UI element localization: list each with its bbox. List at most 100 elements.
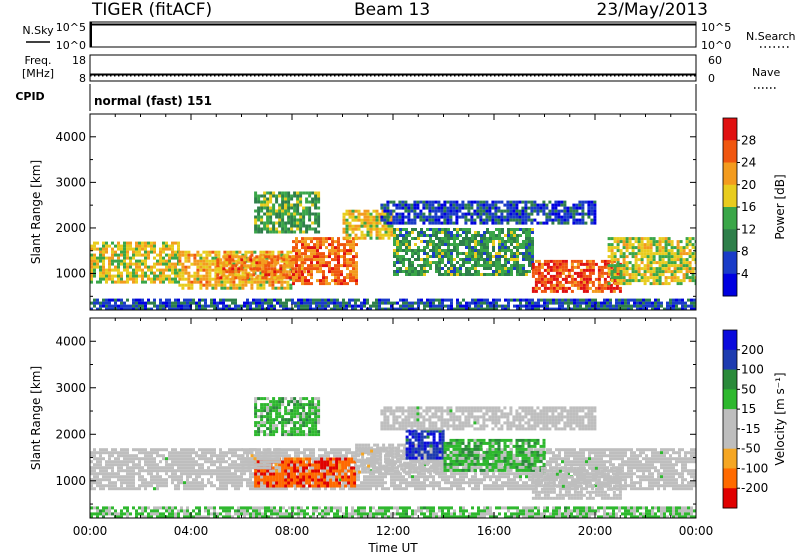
scatter-cell: [646, 252, 650, 256]
scatter-cell: [308, 212, 312, 216]
scatter-cell: [576, 259, 580, 263]
scatter-cell: [525, 246, 528, 249]
scatter-cell: [108, 265, 111, 269]
scatter-cell: [333, 478, 336, 482]
scatter-cell: [384, 230, 388, 234]
scatter-cell: [684, 301, 687, 305]
scatter-cell: [525, 273, 528, 276]
scatter-cell: [150, 265, 153, 269]
scatter-cell: [147, 250, 150, 254]
scatter-cell: [498, 261, 501, 264]
scatter-cell: [297, 472, 300, 476]
scatter-cell: [303, 448, 306, 452]
scatter-cell: [357, 218, 361, 222]
scatter-cell: [438, 228, 441, 231]
scatter-cell: [444, 270, 447, 273]
scatter-cell: [126, 265, 129, 269]
scatter-cell: [156, 472, 159, 476]
scatter-cell: [423, 234, 426, 237]
scatter-cell: [354, 209, 358, 213]
scatter-cell: [204, 469, 207, 473]
scatter-cell: [612, 286, 616, 290]
scatter-cell: [229, 286, 233, 290]
scatter-cell: [557, 221, 561, 225]
scatter-cell: [228, 270, 232, 274]
scatter-cell: [255, 276, 259, 280]
scatter-cell: [655, 282, 659, 286]
scatter-cell: [223, 250, 227, 254]
scatter-cell: [573, 271, 577, 275]
scatter-cell: [132, 277, 135, 281]
scatter-cell: [198, 469, 201, 473]
scatter-cell: [651, 301, 654, 305]
scatter-cell: [423, 267, 426, 270]
scatter-cell: [352, 279, 355, 283]
scatter-cell: [661, 240, 665, 244]
scatter-cell: [398, 203, 402, 207]
scatter-cell: [678, 307, 681, 310]
scatter-cell: [619, 267, 623, 271]
scatter-cell: [492, 270, 495, 273]
scatter-cell: [402, 261, 405, 264]
scatter-cell: [504, 249, 507, 252]
scatter-cell: [597, 265, 601, 269]
scatter-cell: [636, 304, 639, 308]
scatter-cell: [441, 267, 444, 270]
scatter-cell: [573, 280, 577, 284]
scatter-cell: [648, 298, 651, 302]
scatter-cell: [255, 304, 258, 308]
scatter-cell: [652, 255, 656, 259]
scatter-cell: [105, 466, 108, 470]
scatter-cell: [528, 258, 531, 261]
scatter-cell: [402, 228, 405, 231]
scatter-cell: [102, 451, 105, 455]
scatter-cell: [277, 253, 281, 257]
scatter-cell: [634, 261, 638, 265]
scatter-cell: [470, 206, 474, 210]
scatter-cell: [691, 246, 695, 250]
scatter-cell: [141, 484, 144, 488]
scatter-cell: [384, 212, 388, 216]
scatter-cell: [536, 206, 540, 210]
scatter-cell: [625, 261, 629, 265]
scatter-cell: [531, 252, 534, 255]
scatter-cell: [177, 301, 180, 305]
scatter-cell: [531, 274, 535, 278]
scatter-cell: [270, 258, 274, 262]
scatter-cell: [258, 472, 261, 476]
scatter-cell: [126, 256, 129, 260]
scatter-cell: [366, 233, 370, 237]
scatter-cell: [342, 481, 345, 485]
scatter-cell: [254, 221, 258, 225]
scatter-cell: [340, 282, 343, 286]
scatter-cell: [129, 241, 132, 245]
scatter-cell: [234, 304, 237, 308]
scatter-cell: [117, 451, 120, 455]
freq-label-line-1: Freq.: [24, 54, 51, 67]
scatter-cell: [628, 282, 632, 286]
scatter-cell: [492, 298, 495, 302]
scatter-cell: [278, 224, 282, 228]
scatter-cell: [249, 258, 253, 262]
scatter-cell: [108, 256, 111, 260]
scatter-cell: [211, 286, 215, 290]
scatter-cell: [524, 212, 528, 216]
scatter-cell: [622, 282, 626, 286]
scatter-cell: [277, 250, 281, 254]
scatter-cell: [610, 270, 614, 274]
scatter-cell: [196, 274, 200, 278]
scatter-cell: [252, 258, 256, 262]
scatter-cell: [637, 270, 641, 274]
scatter-cell: [455, 221, 459, 225]
scatter-cell: [402, 237, 405, 240]
scatter-cell: [144, 250, 147, 254]
scatter-cell: [108, 454, 111, 458]
scatter-cell: [337, 237, 340, 241]
scatter-cell: [645, 304, 648, 308]
scatter-cell: [363, 481, 366, 485]
scatter-cell: [485, 215, 489, 219]
scatter-cell: [298, 252, 301, 256]
scatter-cell: [613, 270, 617, 274]
scatter-cell: [252, 487, 255, 491]
scatter-cell: [607, 267, 611, 271]
